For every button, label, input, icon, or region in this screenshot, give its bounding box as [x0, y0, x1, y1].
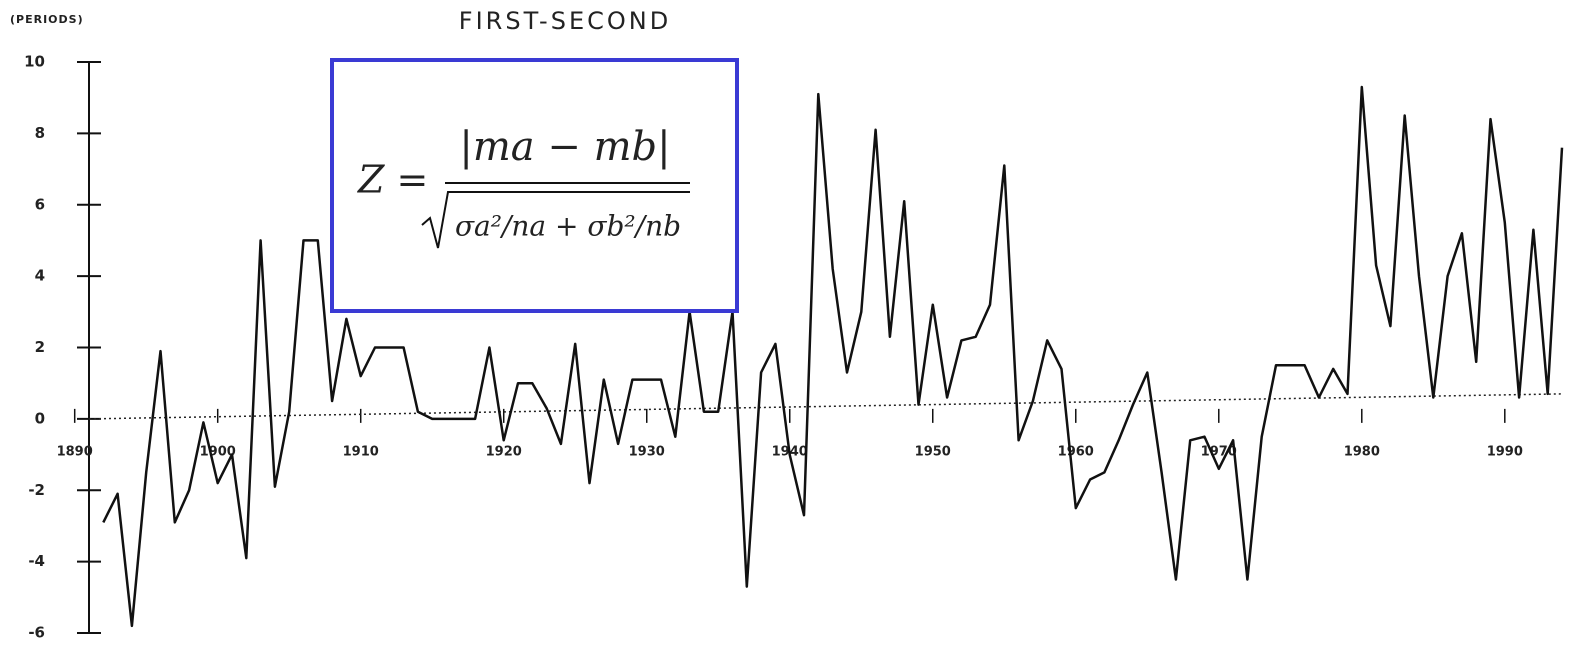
y-tick-label: 2 [35, 338, 45, 356]
chart-title: FIRST-SECOND [459, 7, 671, 35]
y-axis-label: (PERIODS) [10, 13, 84, 26]
x-tick-label: 1910 [343, 444, 379, 459]
y-tick-label: -6 [28, 624, 45, 642]
formula-lhs: Z = [357, 158, 428, 202]
radical [421, 191, 690, 249]
x-tick-label: 1990 [1487, 444, 1523, 459]
y-tick-label: 0 [35, 409, 45, 427]
x-tick-label: 1890 [57, 444, 93, 459]
trend-line [88, 393, 1563, 420]
y-tick-label: 6 [35, 195, 45, 213]
formula-denominator: σa²/na + σb²/nb [455, 210, 681, 243]
x-tick-label: 1950 [915, 444, 951, 459]
y-tick-label: 4 [35, 267, 45, 285]
y-tick-label: -4 [28, 552, 45, 570]
formula-numerator: |ma − mb| [459, 124, 670, 170]
data-line [102, 85, 1564, 628]
x-tick-label: 1960 [1058, 444, 1094, 459]
x-tick-label: 1970 [1201, 444, 1237, 459]
y-tick-label: -2 [28, 481, 45, 499]
x-tick-label: 1980 [1344, 444, 1380, 459]
y-tick-label: 10 [24, 53, 45, 71]
y-tick-label: 8 [35, 124, 45, 142]
x-tick-label: 1920 [486, 444, 522, 459]
x-tick-label: 1930 [629, 444, 665, 459]
formula-box [330, 58, 739, 313]
